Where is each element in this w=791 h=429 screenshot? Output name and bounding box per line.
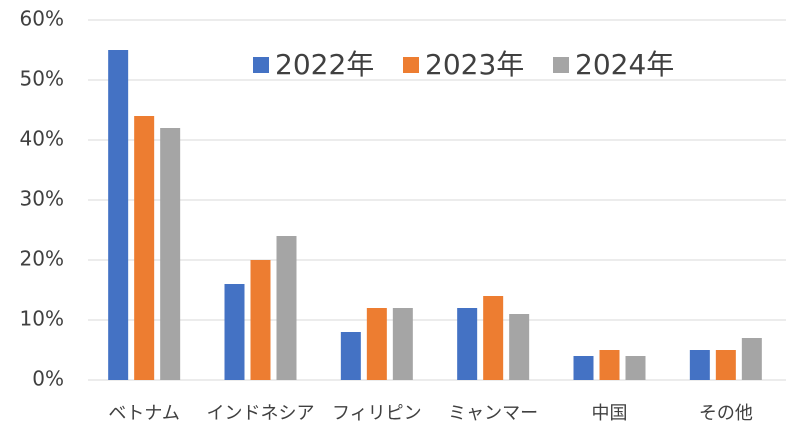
x-tick-label: フィリピン [332, 403, 422, 424]
y-tick-label: 50% [20, 67, 64, 91]
bar [599, 350, 620, 380]
x-tick-label: インドネシア [207, 403, 315, 424]
y-tick-label: 20% [20, 247, 64, 271]
legend-label: 2023年 [425, 48, 524, 81]
y-tick-label: 40% [20, 127, 64, 151]
bar [160, 128, 181, 380]
bar [392, 308, 413, 380]
y-tick-label: 60% [20, 7, 64, 31]
y-tick-label: 30% [20, 187, 64, 211]
legend-label: 2022年 [275, 48, 374, 81]
bar [366, 308, 387, 380]
legend-swatch [553, 57, 569, 73]
y-tick-label: 10% [20, 307, 64, 331]
bar [224, 284, 245, 380]
y-tick-label: 0% [32, 367, 64, 391]
bar [573, 356, 594, 380]
legend-swatch [403, 57, 419, 73]
bar [741, 338, 762, 380]
x-tick-label: 中国 [592, 403, 628, 424]
x-tick-label: その他 [699, 403, 753, 424]
bar [689, 350, 710, 380]
bar [134, 116, 155, 380]
bar [625, 356, 646, 380]
bar [457, 308, 478, 380]
bar [250, 260, 271, 380]
bar [340, 332, 361, 380]
bar [509, 314, 530, 380]
x-tick-label: ベトナム [108, 403, 179, 424]
bar [108, 50, 129, 380]
x-tick-label: ミャンマー [448, 403, 538, 424]
legend-label: 2024年 [575, 48, 674, 81]
bar [715, 350, 736, 380]
bar [276, 236, 297, 380]
bar [483, 296, 504, 380]
legend-swatch [253, 57, 269, 73]
